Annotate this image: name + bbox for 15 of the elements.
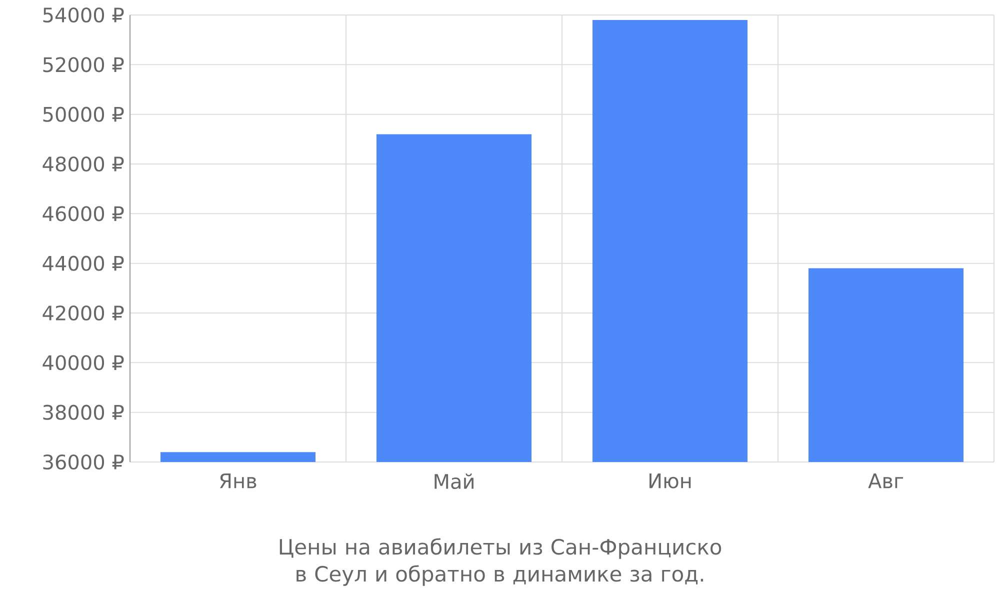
x-tick-label: Май (434, 474, 474, 490)
x-tick-label: Янв (220, 474, 256, 488)
y-tick-label: 42000 ₽ (42, 305, 124, 321)
y-tick-label: 48000 ₽ (42, 156, 124, 172)
y-tick-label: 40000 ₽ (42, 355, 124, 370)
y-tick-label: 54000 ₽ (43, 7, 124, 23)
y-tick-label: 50000 ₽ (43, 106, 124, 122)
y-tick-label: 52000 ₽ (43, 57, 124, 72)
y-tick-label: 36000 ₽ (43, 454, 124, 470)
x-tick-label: Июн (650, 474, 691, 488)
y-tick-label: 46000 ₽ (42, 206, 124, 222)
y-tick-label: 38000 ₽ (43, 404, 124, 420)
text: Цены на авиабилеты из Сан-Франциско в Сеул и обратно в динамике за год. (280, 538, 722, 586)
x-tick-label: Авг (868, 474, 904, 488)
y-tick-label: 44000 ₽ (42, 256, 124, 271)
